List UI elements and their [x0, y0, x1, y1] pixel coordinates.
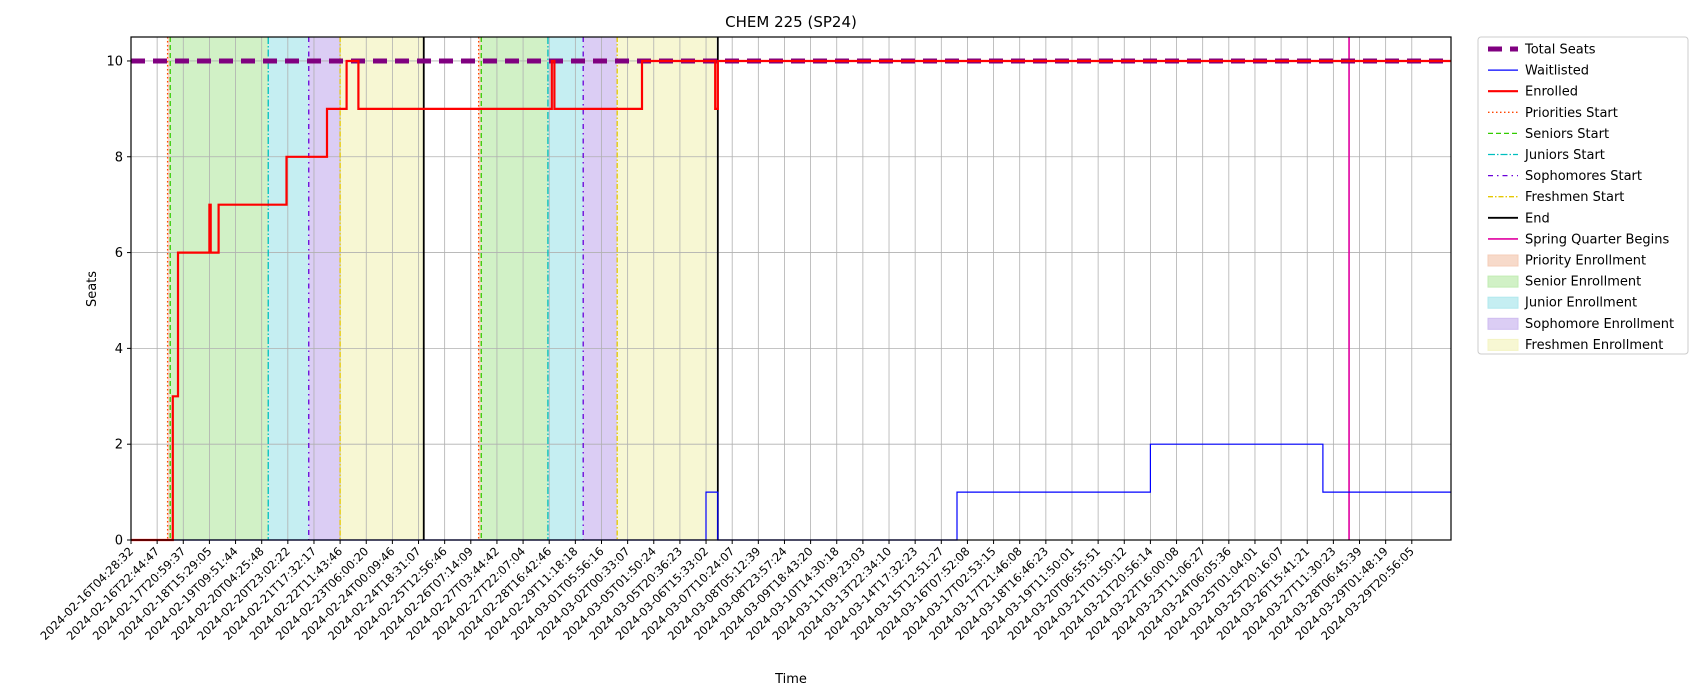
enrollment-periods	[167, 37, 717, 540]
legend-label: Priorities Start	[1525, 106, 1618, 121]
y-tick-label: 0	[115, 534, 123, 549]
legend-swatch	[1487, 317, 1519, 330]
waitlisted-series	[131, 443, 1451, 541]
y-axis: 0 2 4 6 8 10	[106, 54, 131, 549]
legend-label: Seniors Start	[1525, 127, 1609, 142]
junior-enrollment-band	[268, 37, 309, 540]
legend-label: Enrolled	[1525, 85, 1578, 100]
y-tick-label: 10	[106, 54, 123, 69]
junior-enrollment-band	[547, 37, 584, 540]
data-series	[131, 58, 1451, 542]
sophomore-enrollment-band	[583, 37, 618, 540]
x-axis-label: Time	[774, 672, 807, 687]
y-tick-label: 6	[115, 246, 123, 261]
chart-title: CHEM 225 (SP24)	[725, 13, 857, 31]
legend-label: Sophomore Enrollment	[1525, 317, 1674, 332]
senior-enrollment-band	[481, 37, 548, 540]
priority-enrollment-band	[478, 37, 482, 540]
legend-swatch	[1487, 296, 1519, 309]
legend-label: Freshmen Start	[1525, 190, 1624, 205]
y-axis-label: Seats	[85, 271, 100, 307]
legend-swatch	[1487, 275, 1519, 288]
senior-enrollment-band	[170, 37, 269, 540]
plot-frame	[130, 36, 1452, 541]
y-tick-label: 2	[115, 438, 123, 453]
sophomore-enrollment-band	[308, 37, 341, 540]
legend-label: Sophomores Start	[1525, 169, 1642, 184]
legend-label: Waitlisted	[1525, 64, 1589, 79]
legend-swatch	[1487, 254, 1519, 267]
legend-label: Priority Enrollment	[1525, 254, 1646, 269]
legend-frame	[1477, 36, 1689, 355]
legend-swatch	[1487, 338, 1519, 351]
y-tick-label: 4	[115, 342, 123, 357]
freshmen-enrollment-band	[617, 37, 717, 540]
legend-label: Spring Quarter Begins	[1525, 232, 1669, 247]
legend: Total Seats Waitlisted Enrolled Priorities …	[1477, 36, 1689, 355]
priority-enrollment-band	[167, 37, 171, 540]
legend-label: End	[1525, 211, 1550, 226]
legend-label: Junior Enrollment	[1524, 296, 1637, 311]
enrolled-series	[131, 59, 1451, 542]
period-markers	[166, 37, 1350, 540]
legend-label: Total Seats	[1524, 43, 1596, 58]
legend-label: Juniors Start	[1524, 148, 1605, 163]
legend-label: Freshmen Enrollment	[1525, 338, 1663, 353]
y-tick-label: 8	[115, 150, 123, 165]
legend-label: Senior Enrollment	[1525, 275, 1641, 290]
freshmen-enrollment-band	[340, 37, 424, 540]
